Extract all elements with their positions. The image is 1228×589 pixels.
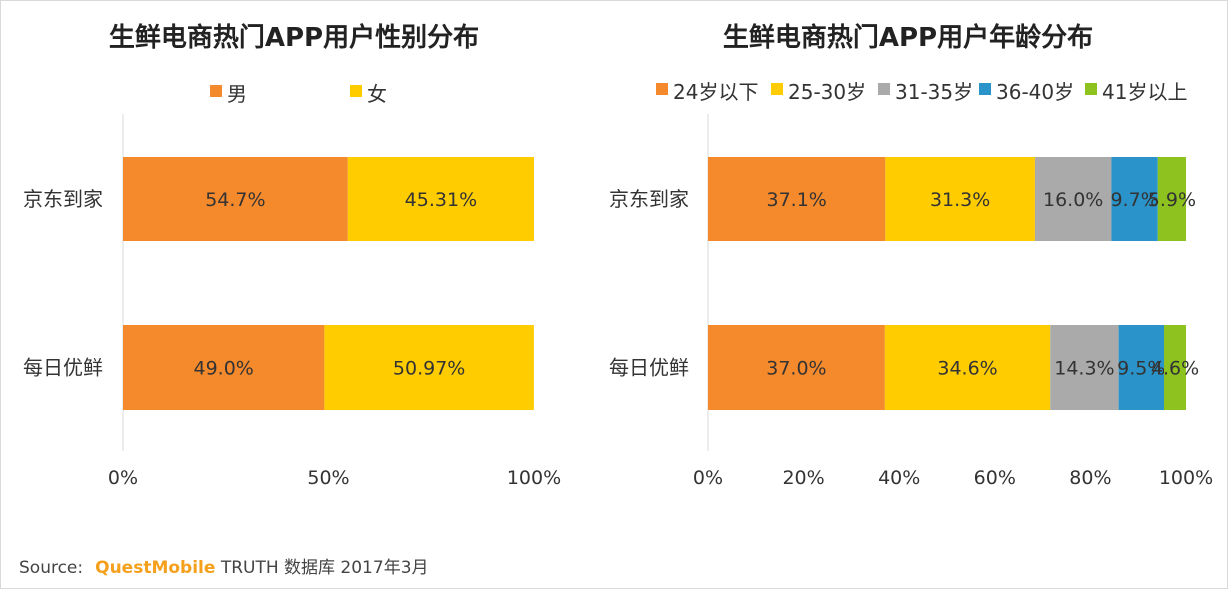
- x-tick-label: 20%: [782, 467, 824, 489]
- x-tick-label: 100%: [1159, 467, 1213, 489]
- data-label: 9.5%: [1117, 358, 1165, 380]
- category-label: 京东到家: [609, 187, 689, 211]
- data-label: 37.0%: [766, 358, 826, 380]
- x-tick-label: 50%: [307, 467, 349, 489]
- bar-segment: [123, 325, 325, 410]
- bar-segment: [1118, 325, 1165, 410]
- category-label: 每日优鲜: [23, 356, 103, 380]
- x-tick-label: 40%: [878, 467, 920, 489]
- bar-segment: [1111, 157, 1158, 241]
- legend-swatch: [771, 83, 783, 95]
- bar-segment: [1164, 325, 1186, 410]
- data-label: 31.3%: [930, 189, 990, 211]
- data-label: 4.6%: [1151, 358, 1199, 380]
- bar-segment: [1034, 157, 1112, 241]
- legend-label: 女: [367, 82, 387, 106]
- data-label: 49.0%: [194, 358, 254, 380]
- chart-title: 生鲜电商热门APP用户性别分布: [109, 22, 479, 53]
- legend-swatch: [1085, 83, 1097, 95]
- data-label: 45.31%: [405, 189, 477, 211]
- legend-label: 31-35岁: [895, 80, 973, 104]
- legend-swatch: [656, 83, 668, 95]
- source-text: TRUTH 数据库 2017年3月: [220, 558, 429, 578]
- legend-label: 36-40岁: [996, 80, 1074, 104]
- chart-title: 生鲜电商热门APP用户年龄分布: [723, 22, 1093, 53]
- legend-swatch: [979, 83, 991, 95]
- data-label: 37.1%: [766, 189, 826, 211]
- legend-swatch: [878, 83, 890, 95]
- bar-segment: [123, 157, 348, 241]
- bar-segment: [885, 157, 1035, 241]
- bar-segment: [1050, 325, 1119, 410]
- category-label: 每日优鲜: [609, 356, 689, 380]
- data-label: 50.97%: [393, 358, 465, 380]
- legend-swatch: [350, 85, 362, 97]
- legend-label: 24岁以下: [673, 80, 758, 104]
- source-prefix: Source:: [19, 558, 84, 578]
- data-label: 16.0%: [1043, 189, 1103, 211]
- data-label: 9.7%: [1110, 189, 1158, 211]
- legend-label: 25-30岁: [788, 80, 866, 104]
- data-label: 54.7%: [205, 189, 265, 211]
- bar-segment: [347, 157, 534, 241]
- bar-segment: [708, 325, 885, 410]
- data-label: 14.3%: [1054, 358, 1114, 380]
- source-brand: QuestMobile: [95, 558, 216, 578]
- category-label: 京东到家: [23, 187, 103, 211]
- x-tick-label: 100%: [507, 467, 561, 489]
- bar-segment: [708, 157, 886, 241]
- x-tick-label: 80%: [1069, 467, 1111, 489]
- data-label: 34.6%: [937, 358, 997, 380]
- x-tick-label: 0%: [693, 467, 723, 489]
- legend-label: 41岁以上: [1102, 80, 1187, 104]
- x-tick-label: 60%: [974, 467, 1016, 489]
- bar-segment: [1157, 157, 1186, 241]
- legend-swatch: [210, 85, 222, 97]
- x-tick-label: 0%: [108, 467, 138, 489]
- bar-segment: [324, 325, 534, 410]
- legend-label: 男: [227, 82, 247, 106]
- source-note: Source: QuestMobile TRUTH 数据库 2017年3月: [19, 553, 429, 578]
- bar-segment: [884, 325, 1051, 410]
- data-label: 5.9%: [1148, 189, 1196, 211]
